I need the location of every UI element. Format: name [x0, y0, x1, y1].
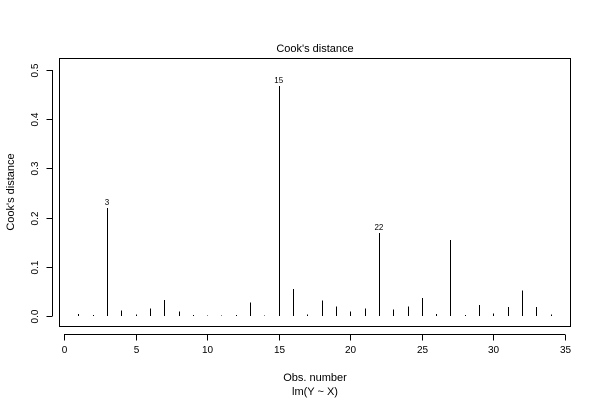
x-tick-label-15: 15 [274, 345, 286, 356]
x-axis: 0 5 10 15 20 25 30 35 [62, 334, 572, 356]
y-tick-label-4: 0.4 [30, 112, 41, 126]
y-tick-label-3: 0.3 [30, 161, 41, 175]
y-tick-label-2: 0.2 [30, 211, 41, 225]
spike-series [78, 86, 552, 316]
x-tick-label-5: 5 [134, 345, 140, 356]
point-annotations: 3 15 22 [105, 76, 384, 232]
x-tick-label-10: 10 [202, 345, 214, 356]
y-tick-label-5: 0.5 [30, 63, 41, 77]
annotation-obs-22: 22 [374, 223, 383, 232]
x-tick-label-20: 20 [345, 345, 357, 356]
y-tick-label-0: 0.0 [30, 309, 41, 323]
annotation-obs-15: 15 [274, 76, 283, 85]
chart-title: Cook's distance [276, 43, 353, 55]
y-axis: 0.0 0.1 0.2 0.3 0.4 0.5 [30, 63, 53, 323]
y-tick-label-1: 0.1 [30, 260, 41, 274]
x-axis-sublabel: lm(Y ~ X) [292, 386, 338, 398]
x-tick-label-0: 0 [62, 345, 68, 356]
annotation-obs-3: 3 [105, 198, 110, 207]
y-axis-label: Cook's distance [5, 153, 17, 230]
x-tick-label-35: 35 [560, 345, 572, 356]
plot-frame [59, 58, 571, 327]
x-tick-label-30: 30 [488, 345, 500, 356]
x-tick-label-25: 25 [417, 345, 429, 356]
x-axis-label: Obs. number [283, 372, 347, 384]
